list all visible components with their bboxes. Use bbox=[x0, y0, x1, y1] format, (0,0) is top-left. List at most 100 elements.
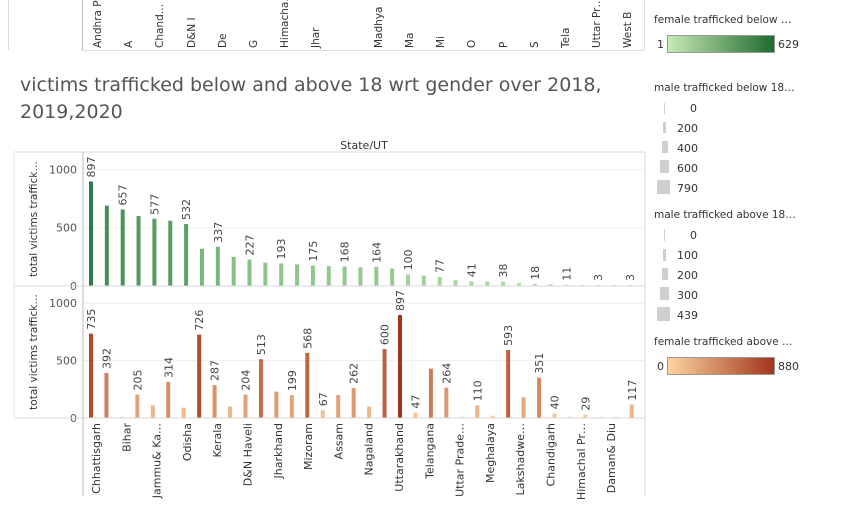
bar bbox=[279, 263, 284, 286]
legend-male-above-value-0: 0 bbox=[690, 229, 697, 242]
legend-orange-max: 880 bbox=[778, 360, 799, 373]
top-strip-label: A bbox=[123, 40, 136, 48]
data-label: 532 bbox=[180, 199, 193, 220]
legend-male-above-swatch-3 bbox=[660, 287, 669, 300]
legend-male-below-value-2: 400 bbox=[677, 142, 698, 155]
x-tick-label: Uttarakhand bbox=[393, 423, 406, 492]
data-label: 337 bbox=[212, 222, 225, 243]
bar bbox=[453, 280, 458, 286]
y-axis-title: total victims traffick… bbox=[28, 294, 40, 410]
top-strip-label: West B bbox=[622, 11, 635, 48]
y-tick-label: 500 bbox=[56, 222, 77, 235]
bar bbox=[367, 406, 372, 418]
y-axis-title: total victims traffick… bbox=[28, 161, 40, 277]
data-label: 351 bbox=[533, 353, 546, 374]
bar bbox=[406, 274, 410, 286]
bar bbox=[152, 218, 157, 286]
top-strip-bottom-border bbox=[82, 50, 644, 51]
legend-green-gradient bbox=[667, 35, 775, 53]
data-label: 287 bbox=[209, 360, 222, 381]
legend-male-below-value-3: 600 bbox=[677, 162, 698, 175]
bar bbox=[459, 416, 464, 418]
x-tick-label: Meghalaya bbox=[484, 423, 497, 483]
data-label: 392 bbox=[100, 348, 113, 369]
bar bbox=[548, 284, 553, 286]
legend-male-above-value-2: 200 bbox=[677, 269, 698, 282]
bar bbox=[199, 248, 204, 286]
data-label: 513 bbox=[255, 334, 268, 355]
x-tick-label: Nagaland bbox=[363, 423, 376, 475]
bar bbox=[567, 416, 572, 418]
bar bbox=[136, 216, 141, 286]
x-tick-label: Odisha bbox=[181, 423, 194, 461]
legend-male-below-title: male trafficked below 18… bbox=[654, 82, 795, 94]
bar bbox=[150, 405, 155, 418]
legend-male-below-value-4: 790 bbox=[677, 182, 698, 195]
bar bbox=[413, 412, 418, 418]
bar bbox=[243, 394, 248, 418]
bar bbox=[120, 209, 125, 286]
bar bbox=[263, 262, 268, 286]
data-label: 726 bbox=[193, 310, 206, 331]
legend-orange-title: female trafficked above … bbox=[654, 336, 793, 348]
legend-orange-min: 0 bbox=[657, 360, 664, 373]
bar bbox=[614, 416, 619, 418]
data-label: 205 bbox=[131, 369, 144, 390]
x-tick-label: Daman& Diu bbox=[605, 423, 618, 493]
bar bbox=[320, 410, 325, 418]
legend-male-above-value-3: 300 bbox=[677, 289, 698, 302]
data-label: 67 bbox=[317, 392, 330, 406]
top-strip-label: Himacha… bbox=[279, 0, 292, 48]
bar bbox=[490, 415, 495, 418]
bar bbox=[166, 381, 171, 418]
data-label: 3 bbox=[624, 274, 637, 281]
top-category-strip: Andhra P… A Chand… D&N I De G Himacha… Jhar Madh… bbox=[0, 0, 645, 58]
x-tick-label: Telangana bbox=[423, 423, 436, 480]
top-strip-label: Jhar bbox=[310, 27, 323, 48]
bar bbox=[305, 352, 310, 418]
data-label: 314 bbox=[162, 357, 175, 378]
top-strip-axis-line bbox=[82, 0, 83, 50]
bar bbox=[289, 395, 294, 418]
bar bbox=[428, 368, 433, 418]
y-tick-label: 1000 bbox=[49, 297, 77, 310]
data-label: 29 bbox=[579, 397, 592, 411]
legend-green-min: 1 bbox=[657, 38, 664, 51]
data-label: 227 bbox=[244, 235, 257, 256]
bar bbox=[89, 181, 93, 286]
x-tick-label: Assam bbox=[332, 423, 345, 459]
legend-male-above-value-1: 100 bbox=[677, 249, 698, 262]
x-tick-label: Bihar bbox=[120, 423, 133, 452]
bar bbox=[564, 284, 569, 286]
legend-male-above-title: male trafficked above 18… bbox=[654, 209, 796, 221]
legend-male-above-swatch-0 bbox=[664, 229, 665, 241]
bar bbox=[168, 220, 173, 286]
data-label: 40 bbox=[549, 395, 562, 409]
bar bbox=[197, 334, 202, 418]
legend-male-below-value-0: 0 bbox=[690, 102, 697, 115]
data-label: 897 bbox=[85, 156, 98, 177]
bar bbox=[506, 349, 511, 418]
top-strip-label: Mi bbox=[435, 36, 448, 48]
data-label: 11 bbox=[561, 267, 574, 281]
top-strip-label: Chand… bbox=[154, 3, 167, 48]
data-label: 204 bbox=[240, 370, 253, 391]
bar bbox=[390, 268, 395, 286]
x-tick-label: Lakshadwe… bbox=[514, 423, 527, 495]
data-label: 3 bbox=[592, 274, 605, 281]
data-label: 600 bbox=[379, 324, 392, 345]
bar bbox=[358, 267, 363, 286]
bar bbox=[231, 256, 236, 286]
bar bbox=[184, 224, 189, 286]
bar bbox=[598, 416, 603, 418]
bar bbox=[258, 359, 263, 418]
bar bbox=[374, 266, 379, 286]
bar bbox=[326, 266, 331, 286]
top-strip-label: De bbox=[216, 33, 229, 48]
bar bbox=[382, 349, 387, 418]
legend-male-below-swatch-4 bbox=[657, 180, 670, 194]
data-label: 38 bbox=[497, 264, 510, 278]
bar bbox=[421, 275, 426, 286]
x-tick-label: D&N Haveli bbox=[242, 423, 255, 486]
